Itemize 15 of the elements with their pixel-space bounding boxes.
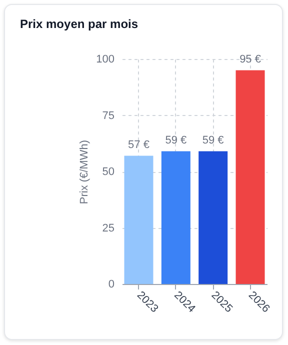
y-tick-label: 25	[102, 222, 114, 234]
data-label: 59 €	[165, 134, 187, 146]
bar	[198, 151, 228, 284]
y-tick-label: 75	[102, 110, 114, 122]
bar	[161, 151, 190, 284]
bar	[124, 156, 154, 284]
data-label: 57 €	[128, 138, 150, 151]
bar	[236, 70, 265, 284]
y-tick-label: 0	[108, 278, 114, 290]
data-label: 95 €	[240, 53, 261, 66]
data-label: 59 €	[202, 134, 224, 146]
chart-title: Prix moyen par mois	[20, 17, 138, 31]
y-tick-label: 50	[102, 166, 114, 178]
y-axis-title: Prix (€/MWh)	[78, 140, 90, 204]
y-tick-label: 100	[96, 54, 114, 66]
